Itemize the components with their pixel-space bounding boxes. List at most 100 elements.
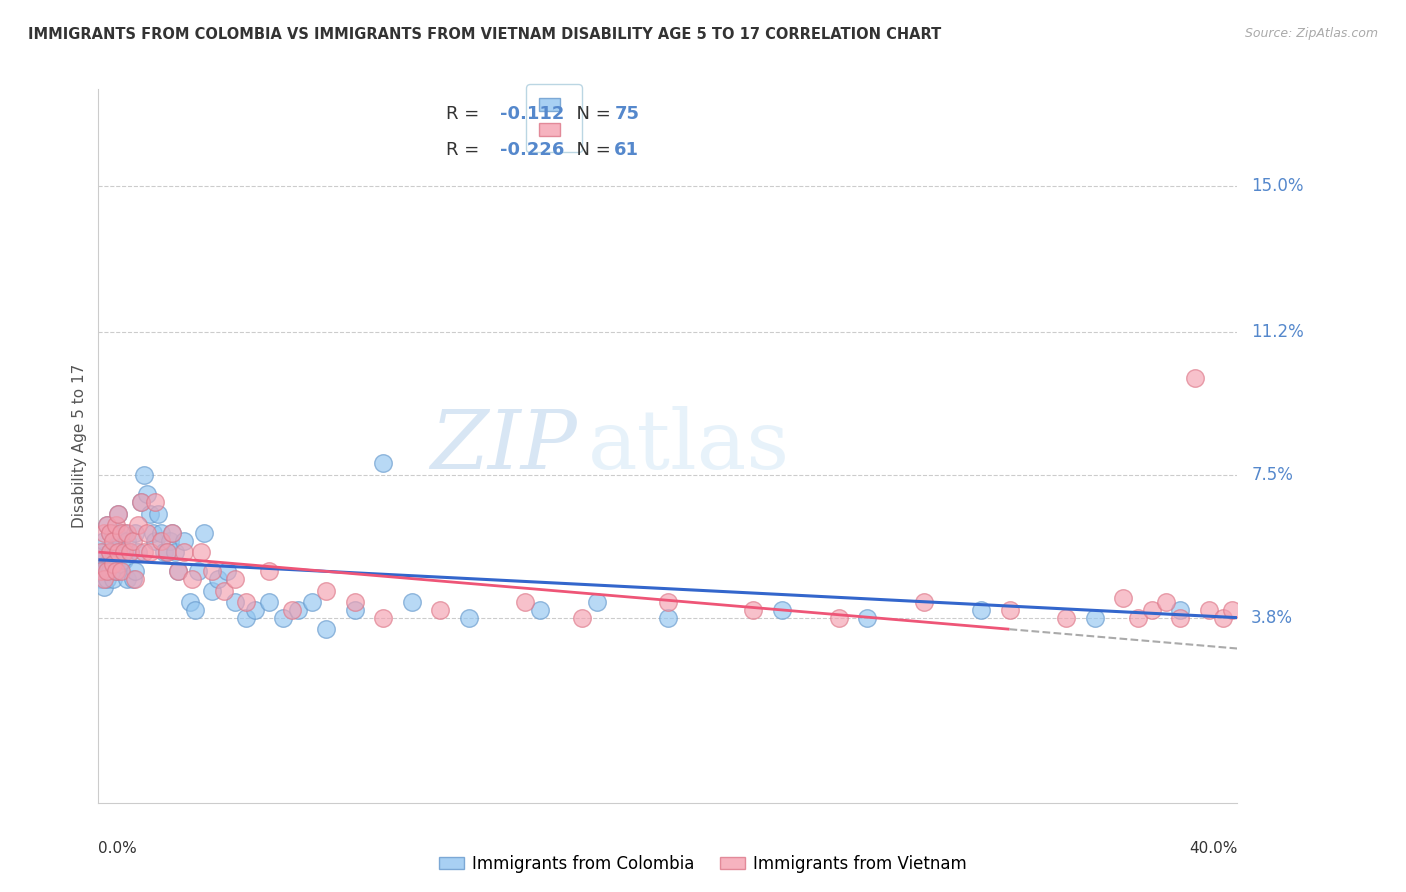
Point (224, 595, 246, 609)
Text: 40.0%: 40.0% (1189, 841, 1237, 855)
Point (121, 533, 143, 548)
Point (138, 507, 160, 521)
Point (912, 595, 935, 609)
Point (115, 525, 138, 540)
Point (98, 525, 121, 540)
Point (110, 557, 132, 571)
Point (115, 533, 138, 548)
Text: -0.112: -0.112 (501, 105, 565, 123)
Point (135, 487, 157, 501)
Point (101, 557, 124, 571)
Point (215, 565, 238, 579)
Point (343, 595, 366, 609)
Point (235, 595, 257, 609)
Point (970, 603, 993, 617)
Point (770, 603, 793, 617)
Point (1198, 603, 1220, 617)
Text: ZIP: ZIP (430, 406, 576, 486)
Text: 7.5%: 7.5% (1251, 466, 1294, 484)
Point (193, 525, 215, 540)
Point (1084, 610, 1107, 624)
Point (515, 595, 537, 609)
Text: R =: R = (446, 105, 485, 123)
Point (98, 525, 121, 540)
Text: 75: 75 (614, 105, 640, 123)
Point (429, 603, 451, 617)
Point (98, 545, 121, 559)
Point (96, 518, 118, 533)
Point (165, 545, 187, 559)
Text: N =: N = (565, 141, 617, 159)
Point (93, 533, 115, 548)
Point (98, 545, 121, 559)
Point (104, 545, 127, 559)
Point (132, 467, 155, 482)
Legend: Immigrants from Colombia, Immigrants from Vietnam: Immigrants from Colombia, Immigrants fro… (433, 848, 973, 880)
Point (141, 525, 163, 540)
Point (167, 565, 190, 579)
Point (571, 610, 593, 624)
Point (212, 583, 235, 598)
Point (129, 495, 152, 509)
Point (373, 456, 395, 470)
Point (96, 572, 118, 586)
Point (1184, 371, 1206, 385)
Point (96, 557, 118, 571)
Point (127, 545, 149, 559)
Point (173, 545, 195, 559)
Point (104, 518, 127, 533)
Text: -0.226: -0.226 (501, 141, 565, 159)
Point (457, 610, 479, 624)
Point (110, 525, 132, 540)
Text: 3.8%: 3.8% (1251, 608, 1294, 627)
Point (104, 525, 127, 540)
Point (132, 545, 155, 559)
Point (998, 603, 1021, 617)
Point (110, 533, 132, 548)
Point (184, 603, 207, 617)
Point (281, 603, 304, 617)
Point (101, 545, 124, 559)
Point (529, 603, 551, 617)
Point (110, 565, 132, 579)
Point (101, 525, 124, 540)
Point (124, 572, 146, 586)
Text: 0.0%: 0.0% (98, 841, 138, 855)
Point (96, 518, 118, 533)
Point (657, 610, 679, 624)
Point (742, 603, 765, 617)
Point (301, 595, 323, 609)
Point (167, 565, 190, 579)
Point (156, 545, 179, 559)
Point (107, 507, 129, 521)
Point (585, 595, 607, 609)
Point (150, 533, 173, 548)
Point (343, 603, 366, 617)
Point (224, 572, 246, 586)
Point (259, 595, 281, 609)
Point (101, 533, 124, 548)
Point (101, 572, 124, 586)
Point (401, 595, 423, 609)
Point (124, 565, 146, 579)
Point (159, 533, 181, 548)
Point (98, 565, 121, 579)
Point (148, 507, 170, 521)
Point (207, 572, 229, 586)
Point (135, 525, 157, 540)
Point (235, 610, 257, 624)
Legend: , : , (526, 84, 582, 153)
Point (315, 583, 337, 598)
Point (90, 572, 112, 586)
Point (287, 603, 309, 617)
Point (1212, 610, 1234, 624)
Y-axis label: Disability Age 5 to 17: Disability Age 5 to 17 (72, 364, 87, 528)
Point (121, 572, 143, 586)
Point (179, 595, 201, 609)
Point (93, 525, 115, 540)
Point (187, 565, 209, 579)
Point (129, 495, 152, 509)
Text: Source: ZipAtlas.com: Source: ZipAtlas.com (1244, 27, 1378, 40)
Point (138, 545, 160, 559)
Point (273, 610, 295, 624)
